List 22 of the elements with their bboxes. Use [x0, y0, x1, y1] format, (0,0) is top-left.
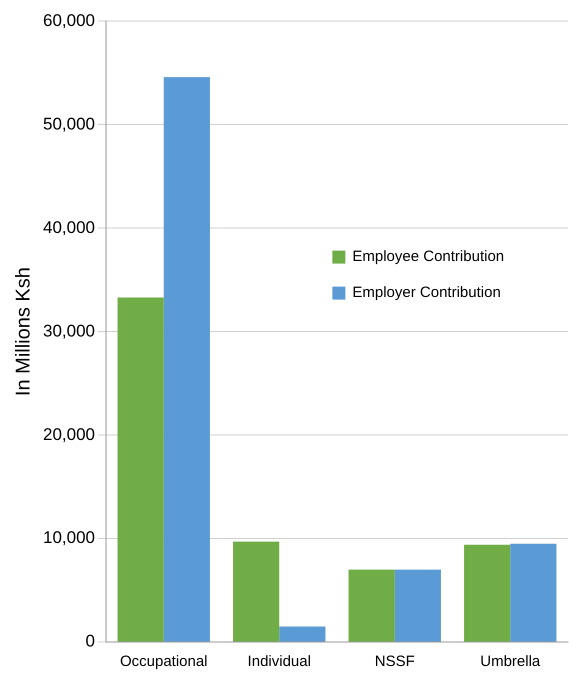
bar — [279, 626, 326, 642]
x-tick-label: NSSF — [374, 653, 415, 670]
x-tick-label: Occupational — [120, 653, 208, 670]
bar — [348, 570, 395, 642]
y-tick-label: 10,000 — [42, 528, 95, 548]
y-axis-title: In Millions Ksh — [12, 267, 35, 396]
bar — [510, 544, 556, 642]
legend-label: Employer Contribution — [352, 284, 501, 302]
y-tick-label: 60,000 — [42, 10, 95, 30]
y-tick-label: 40,000 — [42, 218, 95, 237]
bar — [394, 570, 441, 642]
legend-label: Employee Contribution — [352, 248, 504, 266]
bar — [464, 544, 510, 642]
y-tick-label: 0 — [86, 632, 95, 651]
y-tick-label: 20,000 — [42, 424, 95, 444]
y-tick-label: 50,000 — [42, 114, 95, 134]
bar — [118, 297, 164, 642]
bar — [233, 542, 280, 642]
y-tick-label: 30,000 — [42, 321, 95, 340]
x-tick-label: Individual — [248, 653, 311, 670]
bar — [164, 77, 210, 642]
x-tick-label: Umbrella — [480, 653, 541, 670]
